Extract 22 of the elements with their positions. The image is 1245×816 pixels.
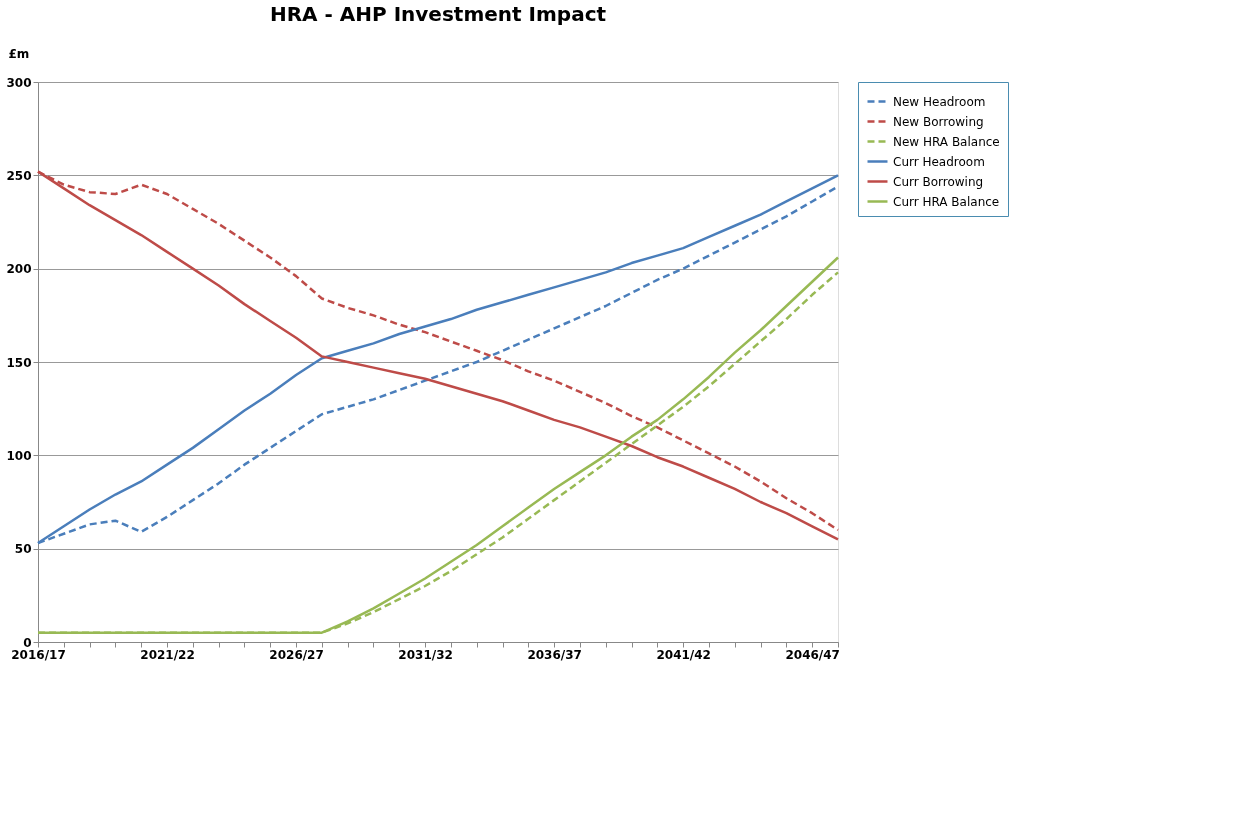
- legend-label: New Headroom: [893, 94, 986, 109]
- y-tick-label: 250: [6, 168, 32, 183]
- legend-label: New HRA Balance: [893, 134, 1000, 149]
- y-axis-title: £m: [8, 46, 30, 61]
- legend-label: Curr Headroom: [893, 154, 985, 169]
- y-tick-label: 0: [23, 635, 32, 650]
- x-tick-label: 2026/27: [269, 647, 324, 662]
- x-tick-label: 2036/37: [527, 647, 582, 662]
- legend-label: New Borrowing: [893, 114, 984, 129]
- x-tick-label: 2021/22: [140, 647, 195, 662]
- legend-label: Curr HRA Balance: [893, 194, 1000, 209]
- x-tick-label: 2041/42: [656, 647, 711, 662]
- x-tick-label: 2016/17: [11, 647, 66, 662]
- y-tick-label: 50: [14, 542, 32, 557]
- y-tick-label: 200: [6, 262, 32, 277]
- x-tick-label: 2031/32: [398, 647, 453, 662]
- y-tick-label: 100: [6, 448, 32, 463]
- x-tick-label: 2046/47: [785, 647, 840, 662]
- y-tick-label: 150: [6, 355, 32, 370]
- chart-title: HRA - AHP Investment Impact: [269, 2, 607, 26]
- legend-label: Curr Borrowing: [893, 174, 984, 189]
- y-tick-label: 300: [6, 75, 32, 90]
